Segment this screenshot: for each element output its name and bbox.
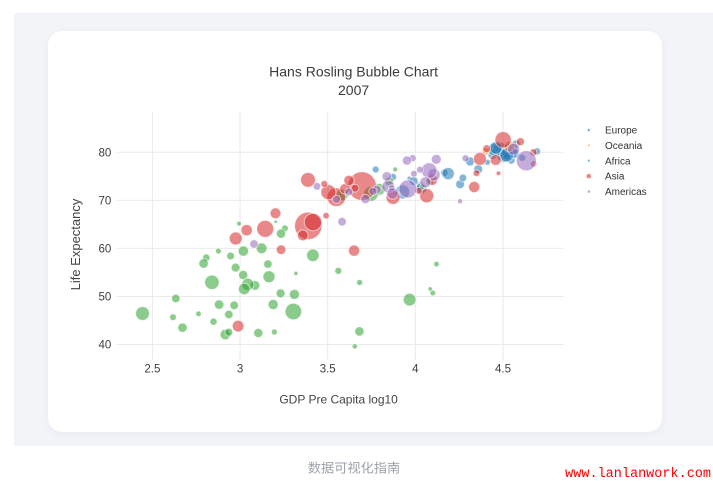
svg-text:2007: 2007 [338,82,369,98]
svg-text:70: 70 [99,195,112,207]
svg-text:Africa: Africa [605,156,631,167]
svg-text:www.lanlanwork.com: www.lanlanwork.com [565,467,711,481]
svg-text:Hans Rosling Bubble Chart: Hans Rosling Bubble Chart [269,63,438,79]
svg-text:Asia: Asia [605,172,625,183]
svg-text:Life Expectancy: Life Expectancy [68,198,83,290]
svg-text:3.5: 3.5 [320,364,336,376]
svg-text:4.5: 4.5 [495,364,511,376]
svg-text:Oceania: Oceania [605,141,643,152]
svg-text:50: 50 [99,292,112,304]
svg-text:2.5: 2.5 [144,364,160,376]
svg-text:Americas: Americas [605,187,647,198]
svg-text:4: 4 [412,364,419,376]
svg-text:40: 40 [99,340,112,352]
svg-text:3: 3 [237,364,243,376]
svg-text:Europe: Europe [605,126,638,137]
svg-text:GDP Pre Capita log10: GDP Pre Capita log10 [279,393,398,407]
svg-text:60: 60 [99,244,112,256]
svg-text:80: 80 [99,147,112,159]
